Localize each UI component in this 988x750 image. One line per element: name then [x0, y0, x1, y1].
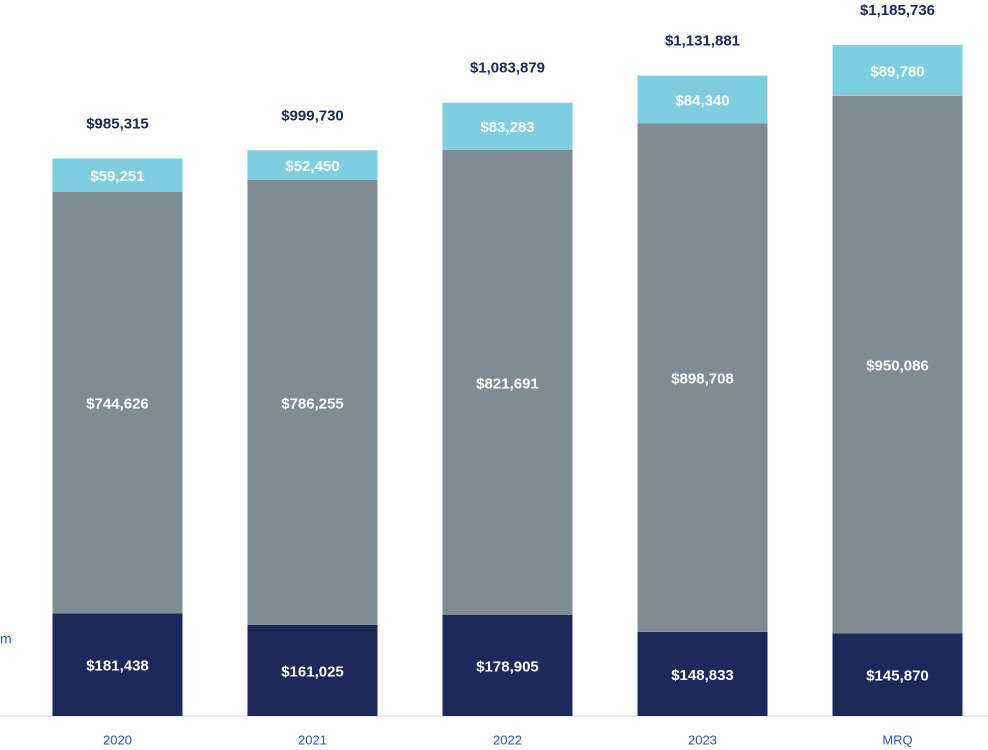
annotation: m [0, 631, 12, 647]
bar-segment [247, 150, 378, 180]
bar-segment [247, 624, 378, 716]
total-label: $985,315 [86, 115, 149, 132]
x-tick-label: 2020 [103, 732, 132, 747]
bar-segment [637, 631, 768, 716]
x-tick-label: MRQ [882, 732, 912, 747]
data-label: $178,905 [476, 658, 539, 675]
data-label: $89,780 [870, 63, 924, 80]
data-label: $83,283 [480, 119, 534, 136]
bar-segment [52, 613, 183, 716]
data-label: $148,833 [671, 667, 734, 684]
bar-segment [442, 149, 573, 615]
total-label: $1,083,879 [470, 60, 545, 77]
x-tick-label: 2023 [688, 732, 717, 747]
x-tick-label: 2021 [298, 732, 327, 747]
data-label: $898,708 [671, 370, 734, 387]
bar-segment [52, 158, 183, 193]
bar-segment [832, 633, 963, 716]
bar-segment [637, 75, 768, 124]
data-label: $786,255 [281, 395, 344, 412]
total-label: $1,185,736 [860, 2, 935, 19]
data-label: $950,086 [866, 358, 929, 375]
data-label: $59,251 [90, 168, 144, 185]
x-tick-label: 2022 [493, 732, 522, 747]
bar-segment [442, 614, 573, 716]
bar-segment [832, 95, 963, 634]
data-label: $821,691 [476, 375, 539, 392]
bar-segment [442, 102, 573, 150]
data-label: $84,340 [675, 92, 729, 109]
bar-segment [637, 123, 768, 632]
bar-segment [832, 45, 963, 96]
data-label: $145,870 [866, 668, 929, 685]
bar-segment [247, 179, 378, 625]
bar-segment [52, 192, 183, 614]
data-label: $181,438 [86, 658, 149, 675]
data-label: $744,626 [86, 396, 149, 413]
data-label: $52,450 [285, 158, 339, 175]
total-label: $1,131,881 [665, 33, 740, 50]
data-label: $161,025 [281, 663, 344, 680]
total-label: $999,730 [281, 107, 344, 124]
